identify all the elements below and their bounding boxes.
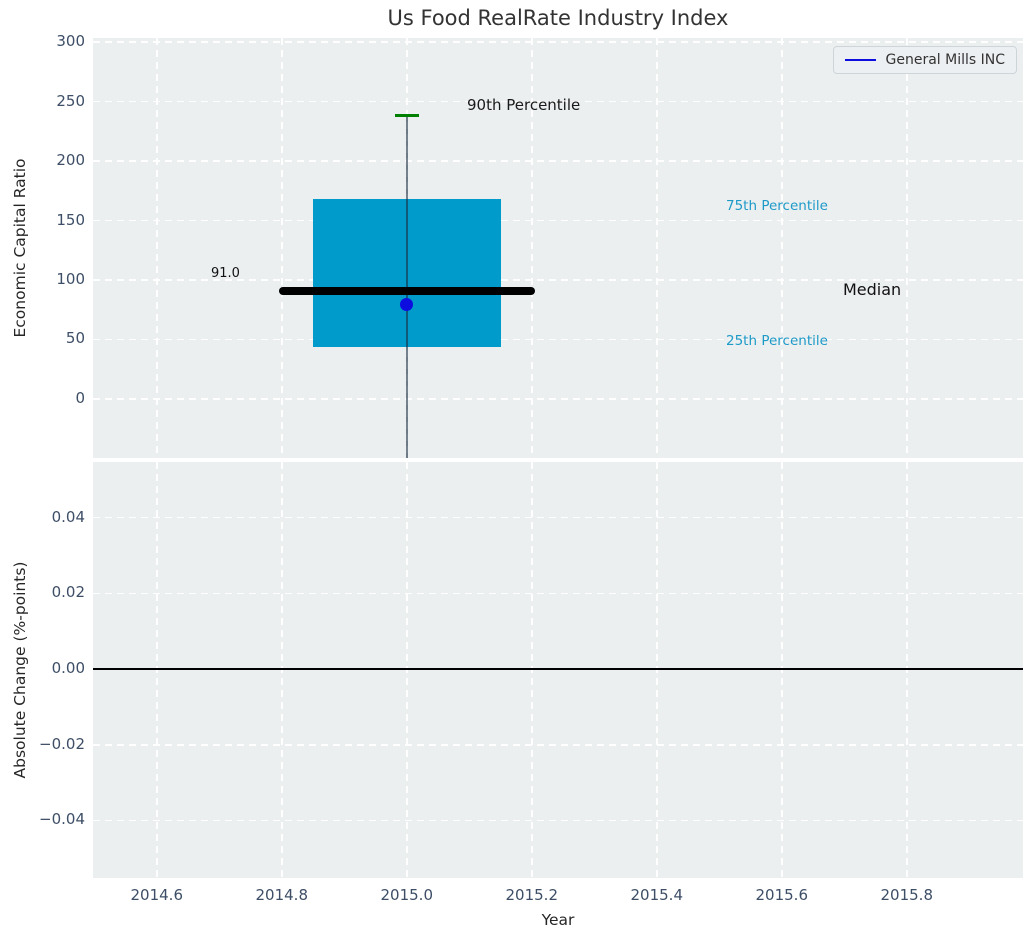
y-tick-label: 50 [65,329,85,348]
grid-line-horizontal [93,279,1023,281]
y-tick-label: 250 [56,91,85,110]
boxplot-90th-percentile-cap [394,114,419,118]
grid-line-horizontal [93,819,1023,822]
y-tick-label: −0.04 [39,810,85,829]
grid-line-vertical [781,38,783,458]
y-tick-label: 0 [75,388,85,407]
annotation-75th-percentile: 75th Percentile [726,198,828,214]
y-tick-label: 300 [56,32,85,51]
grid-line-horizontal [93,41,1023,43]
grid-line-horizontal [93,592,1023,595]
annotation-median-value: 91.0 [211,266,240,281]
grid-line-horizontal [93,100,1023,103]
legend-label: General Mills INC [885,52,1006,68]
zero-change-line [93,668,1023,671]
y-tick-label: 0.02 [51,583,85,602]
legend: General Mills INC [832,46,1017,74]
y-tick-label: −0.02 [39,734,85,753]
annotation-25th-percentile: 25th Percentile [726,333,828,349]
company-data-point [400,298,414,312]
grid-line-horizontal [93,219,1023,222]
grid-line-horizontal [93,338,1023,341]
x-tick-label: 2015.0 [380,886,434,904]
grid-line-vertical [656,38,658,458]
x-tick-label: 2015.8 [880,886,934,904]
grid-line-horizontal [93,516,1023,519]
y-tick-label: 150 [56,210,85,229]
x-axis-label: Year [541,911,575,929]
x-tick-label: 2015.2 [505,886,559,904]
boxplot-median-line [278,286,535,295]
x-tick-label: 2014.6 [130,886,184,904]
grid-line-vertical [156,38,158,458]
grid-line-vertical [531,38,533,458]
bottom-axes-absolute-change [93,462,1023,878]
x-tick-label: 2014.8 [255,886,309,904]
legend-line-sample [844,58,876,62]
annotation-90th-percentile: 90th Percentile [467,96,581,114]
chart-title: Us Food RealRate Industry Index [387,6,729,30]
grid-line-horizontal [93,398,1023,400]
grid-line-horizontal [93,160,1023,162]
y-tick-label: 200 [56,151,85,170]
y-tick-label: 0.00 [51,659,85,678]
x-tick-label: 2015.4 [630,886,684,904]
grid-line-horizontal [93,744,1023,746]
top-y-axis-label: Economic Capital Ratio [11,158,29,338]
annotation-median: Median [843,280,902,299]
top-axes-economic-capital-ratio: 90th Percentile 75th Percentile 25th Per… [93,38,1023,458]
x-tick-label: 2015.6 [755,886,809,904]
grid-line-vertical [281,38,283,458]
grid-line-vertical [906,38,908,458]
y-tick-label: 100 [56,270,85,288]
y-tick-label: 0.04 [51,507,85,526]
